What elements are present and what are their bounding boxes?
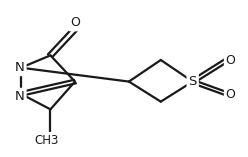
Text: CH3: CH3 [34, 134, 59, 147]
Text: S: S [188, 75, 197, 88]
Text: O: O [226, 88, 236, 101]
Text: N: N [15, 61, 25, 74]
Text: O: O [226, 54, 236, 67]
Text: N: N [15, 90, 25, 103]
Text: O: O [70, 16, 80, 30]
